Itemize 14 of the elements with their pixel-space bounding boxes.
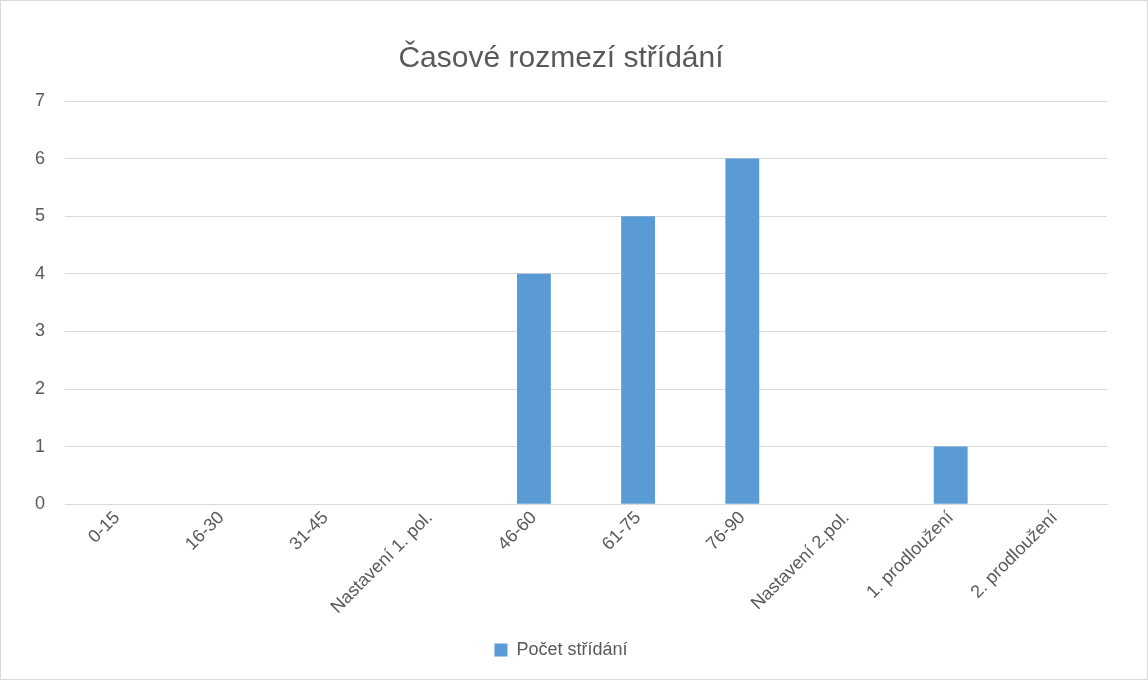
legend-label: Počet střídání <box>516 638 628 659</box>
y-tick-label: 7 <box>35 89 46 110</box>
bar <box>933 446 968 504</box>
y-tick-label: 5 <box>35 205 46 226</box>
y-tick-label: 2 <box>35 377 46 398</box>
y-tick-label: 0 <box>35 493 46 514</box>
y-tick-label: 4 <box>35 262 46 283</box>
chart-title: Časové rozmezí střídání <box>398 40 725 74</box>
y-tick-label: 1 <box>35 435 46 456</box>
y-tick-label: 3 <box>35 320 46 341</box>
bar <box>621 216 656 504</box>
y-tick-label: 6 <box>35 147 46 168</box>
bar <box>516 273 551 504</box>
bar <box>725 158 760 504</box>
